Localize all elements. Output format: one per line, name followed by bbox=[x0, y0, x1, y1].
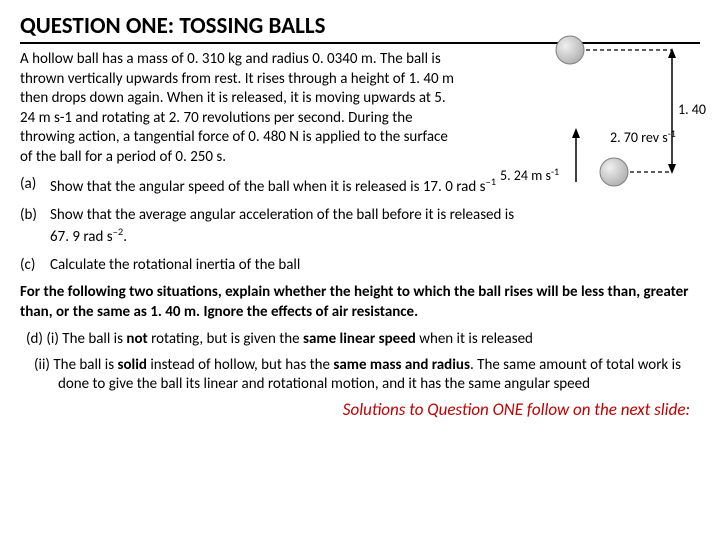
footer-note: Solutions to Question ONE follow on the … bbox=[20, 399, 700, 420]
rotation-label: 2. 70 rev s-1 bbox=[610, 127, 676, 146]
part-b: (b) Show that the average angular accele… bbox=[20, 206, 700, 248]
part-a-label: (a) bbox=[20, 175, 50, 198]
part-b-text: Show that the average angular accelerati… bbox=[50, 206, 700, 248]
part-d-ii: (ii) The ball is solid instead of hollow… bbox=[20, 356, 700, 395]
height-label: 1. 40 m bbox=[678, 101, 706, 118]
part-c: (c) Calculate the rotational inertia of … bbox=[20, 256, 700, 276]
velocity-label: 5. 24 m s-1 bbox=[500, 165, 559, 184]
intro-text: A hollow ball has a mass of 0. 310 kg an… bbox=[20, 50, 460, 167]
part-b-label: (b) bbox=[20, 206, 50, 248]
ball-diagram: 1. 40 m 2. 70 rev s-1 5. 24 m s-1 bbox=[476, 24, 706, 204]
part-d-i: (d) (i) The ball is not rotating, but is… bbox=[20, 330, 700, 350]
part-c-text: Calculate the rotational inertia of the … bbox=[50, 256, 700, 276]
part-c-label: (c) bbox=[20, 256, 50, 276]
follow-instruction: For the following two situations, explai… bbox=[20, 283, 700, 322]
intro-section: A hollow ball has a mass of 0. 310 kg an… bbox=[20, 50, 700, 167]
